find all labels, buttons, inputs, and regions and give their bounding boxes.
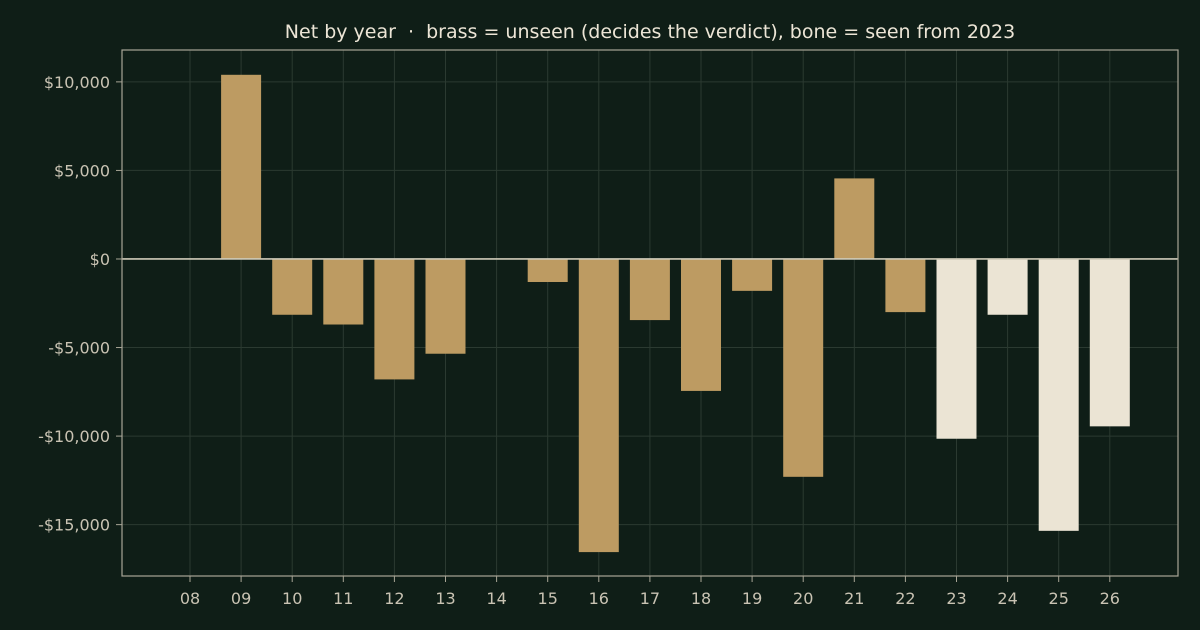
y-tick-label: $0 [90,250,110,269]
bar-20 [783,258,824,477]
y-axis-ticks: $10,000 $5,000 $0 -$5,000 -$10,000 -$15,000 [38,73,122,535]
bar-10 [272,258,313,315]
bar-16 [578,258,619,553]
bar-layer [221,74,1130,553]
bar-21 [834,178,875,259]
y-tick-label: -$10,000 [38,427,110,446]
x-tick-label: 12 [384,589,404,608]
bar-12 [374,258,415,380]
bar-23 [936,258,977,439]
y-tick-label: $10,000 [44,73,110,92]
x-tick-label: 25 [1049,589,1069,608]
x-axis-ticks: 08 09 10 11 12 13 14 15 16 17 18 19 20 21 22 23 24 25 26 [180,576,1120,608]
bar-18 [681,258,721,391]
bar-13 [425,258,466,354]
x-tick-label: 20 [793,589,813,608]
x-tick-label: 10 [282,589,302,608]
y-tick-label: $5,000 [54,161,110,180]
x-tick-label: 13 [435,589,455,608]
x-tick-label: 09 [231,589,251,608]
bar-19 [732,258,773,291]
x-tick-label: 15 [538,589,558,608]
x-tick-label: 11 [333,589,353,608]
bar-15 [527,258,568,283]
x-tick-label: 24 [997,589,1017,608]
x-tick-label: 16 [589,589,609,608]
x-tick-label: 08 [180,589,200,608]
bar-25 [1038,258,1079,531]
x-tick-label: 21 [844,589,864,608]
bar-17 [629,258,670,321]
x-tick-label: 26 [1100,589,1120,608]
x-tick-label: 18 [691,589,711,608]
bar-26 [1089,258,1130,427]
x-tick-label: 14 [486,589,506,608]
y-tick-label: -$5,000 [48,339,110,358]
chart-title: Net by year · brass = unseen (decides th… [285,21,1015,43]
x-tick-label: 17 [640,589,660,608]
y-tick-label: -$15,000 [38,516,110,535]
x-tick-label: 22 [895,589,915,608]
x-tick-label: 23 [946,589,966,608]
bar-22 [885,258,926,313]
bar-11 [323,258,364,325]
x-tick-label: 19 [742,589,762,608]
bar-09 [221,74,262,259]
bar-24 [987,258,1028,315]
